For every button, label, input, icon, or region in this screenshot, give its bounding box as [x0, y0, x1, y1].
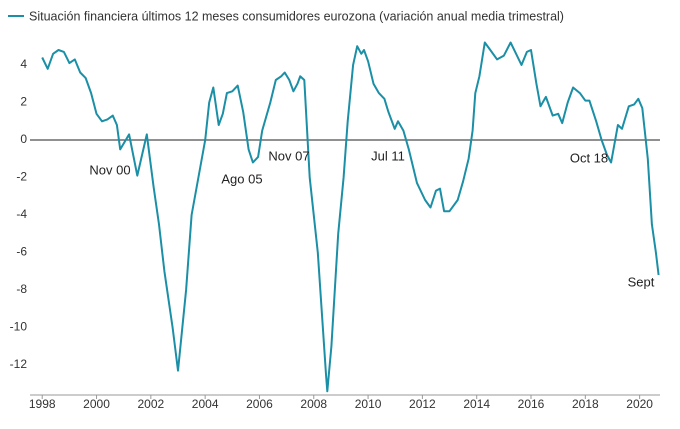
y-tick-label: -6 — [16, 245, 27, 259]
annotation: Jul 11 — [371, 148, 405, 163]
x-tick-label: 2002 — [137, 397, 164, 411]
x-tick-label: 2018 — [572, 397, 599, 411]
y-tick-label: 0 — [20, 132, 27, 146]
y-tick-label: -12 — [10, 357, 28, 371]
y-tick-label: -10 — [10, 320, 28, 334]
x-tick-label: 2006 — [246, 397, 273, 411]
y-tick-label: -8 — [16, 282, 27, 296]
x-tick-label: 2020 — [626, 397, 653, 411]
x-tick-label: 2000 — [83, 397, 110, 411]
legend-label: Situación financiera últimos 12 meses co… — [29, 9, 564, 23]
y-tick-label: -2 — [16, 170, 27, 184]
y-tick-label: 2 — [20, 95, 27, 109]
x-tick-label: 2008 — [300, 397, 327, 411]
x-tick-label: 2016 — [518, 397, 545, 411]
annotation: Nov 00 — [89, 162, 130, 177]
x-tick-label: 2014 — [463, 397, 490, 411]
x-tick-label: 2004 — [192, 397, 219, 411]
annotation: Ago 05 — [221, 171, 262, 186]
annotation: Sept — [628, 274, 655, 289]
annotation: Oct 18 — [570, 150, 608, 165]
y-tick-label: -4 — [16, 207, 27, 221]
x-tick-label: 2010 — [355, 397, 382, 411]
data-line — [41, 41, 660, 393]
x-tick-label: 2012 — [409, 397, 436, 411]
annotation: Nov 07 — [268, 148, 309, 163]
y-tick-label: 4 — [20, 57, 27, 71]
x-tick-label: 1998 — [29, 397, 56, 411]
